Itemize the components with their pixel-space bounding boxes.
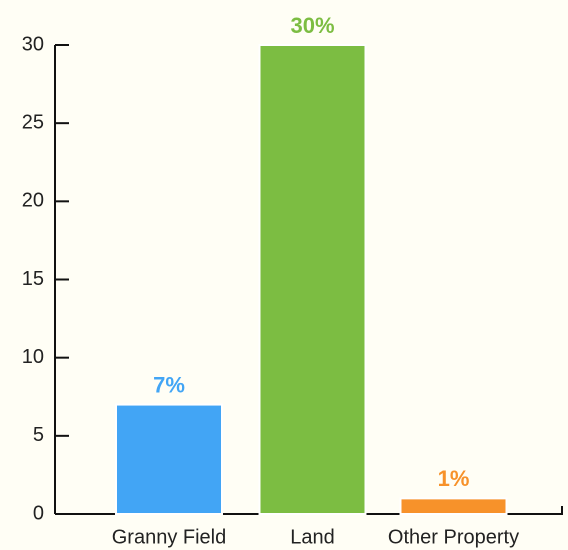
y-tick-label: 30 — [22, 33, 44, 55]
y-tick-label: 5 — [33, 424, 44, 446]
y-tick-label: 0 — [33, 502, 44, 524]
y-tick-label: 25 — [22, 111, 44, 133]
value-label: 1% — [438, 466, 470, 491]
y-tick-label: 10 — [22, 346, 44, 368]
bar — [399, 497, 508, 516]
value-label: 30% — [290, 13, 334, 38]
x-tick-label: Granny Field — [112, 526, 227, 548]
x-tick-label: Land — [290, 526, 335, 548]
bar — [258, 44, 367, 515]
x-tick-label: Other Property — [388, 526, 519, 548]
bar — [115, 403, 223, 516]
value-label: 7% — [153, 372, 185, 397]
y-tick-label: 15 — [22, 268, 44, 290]
y-tick-label: 20 — [22, 190, 44, 212]
